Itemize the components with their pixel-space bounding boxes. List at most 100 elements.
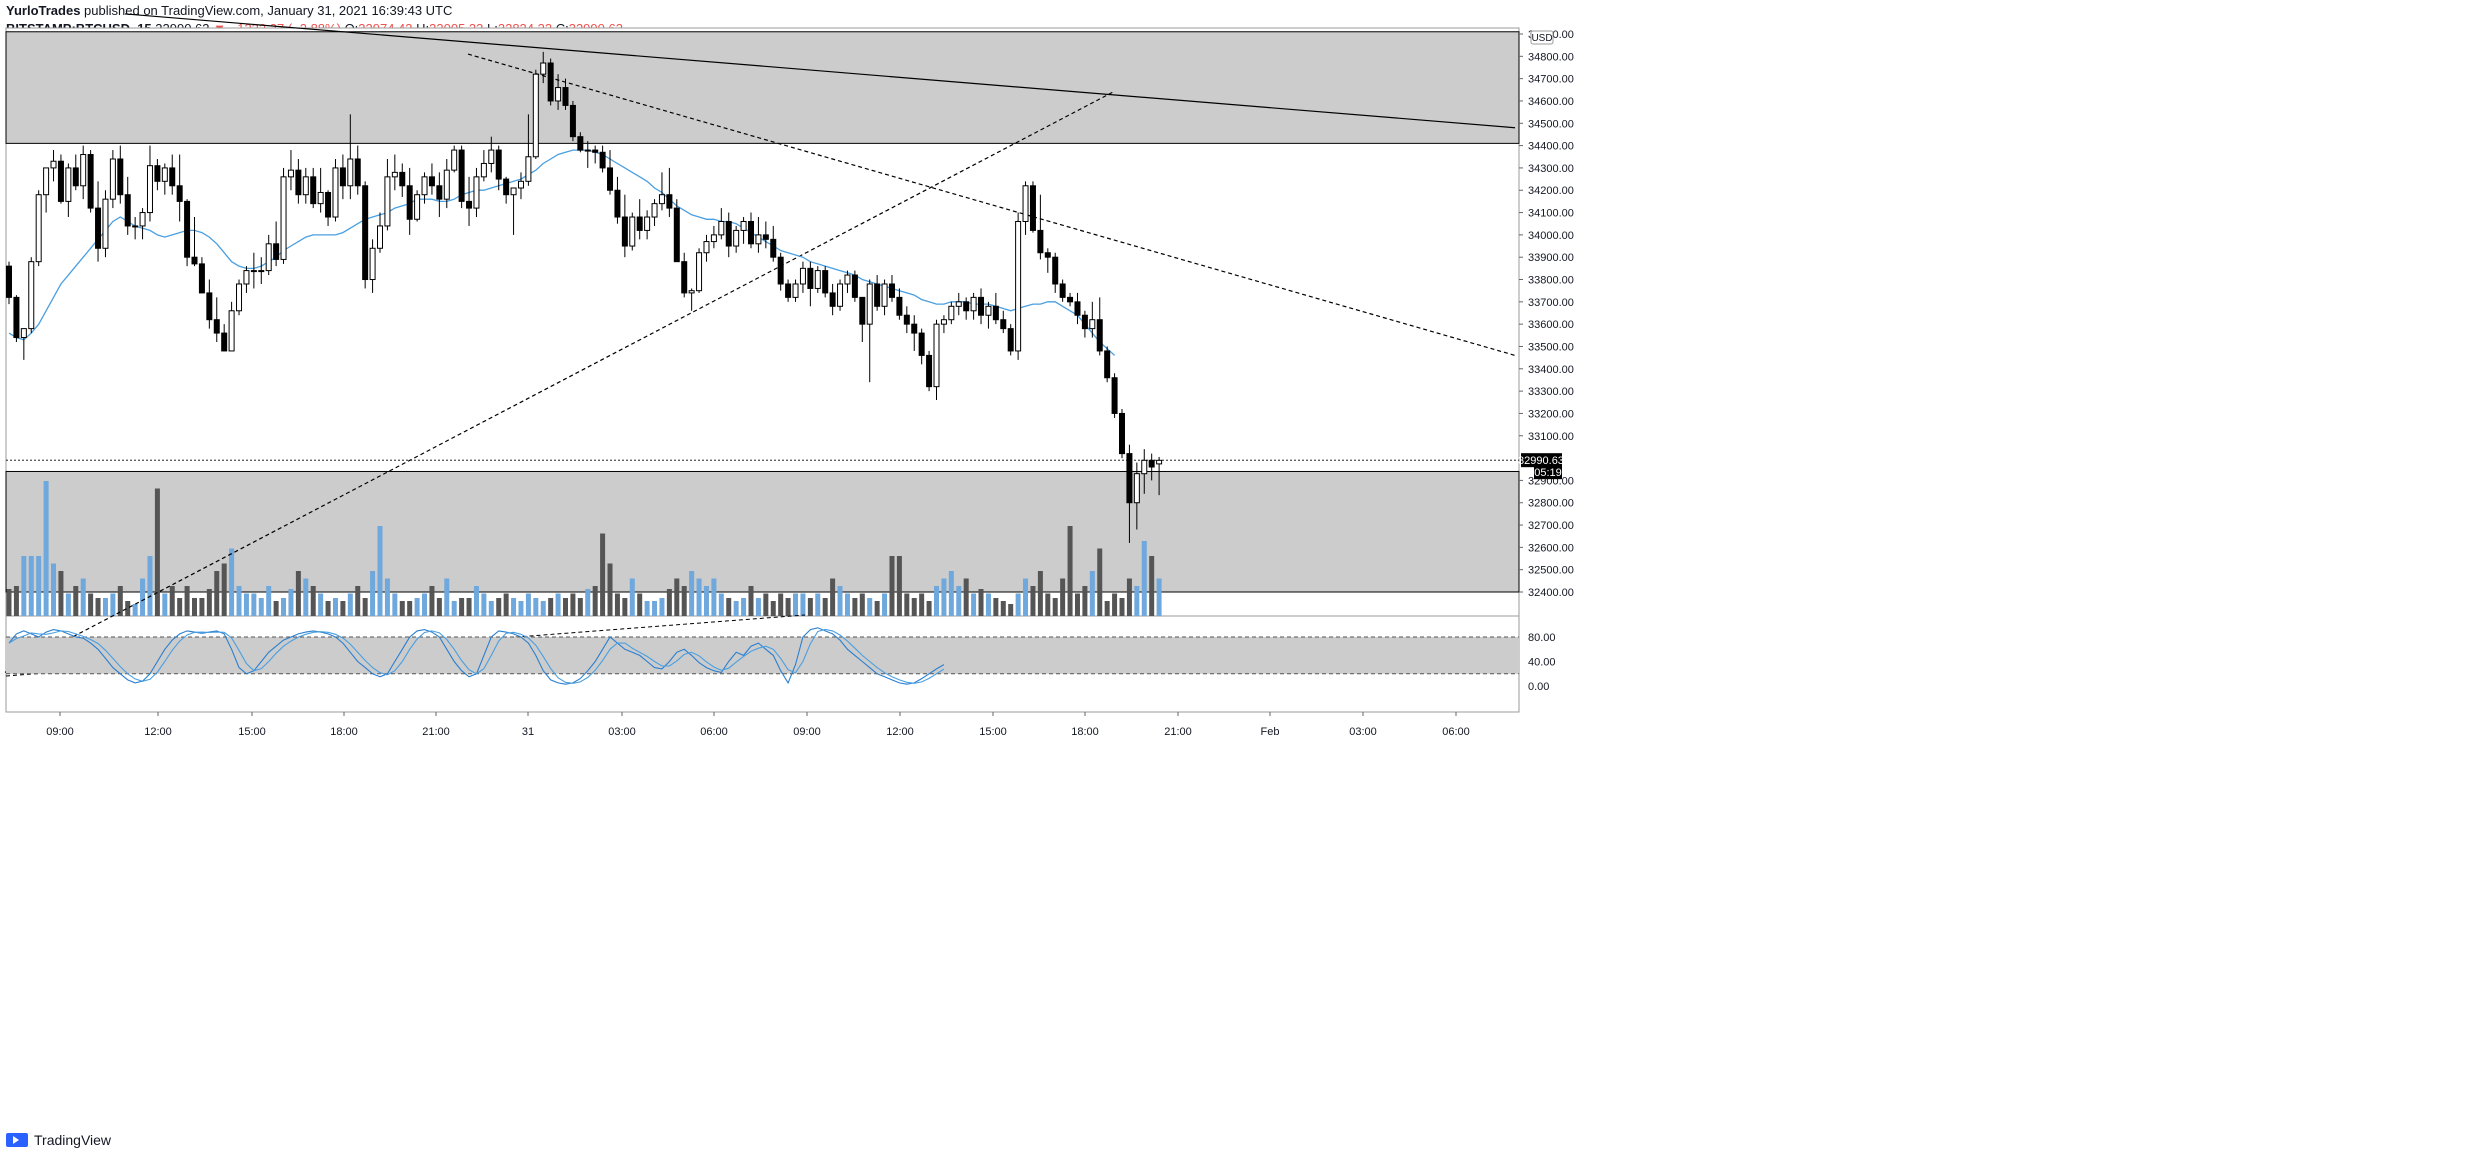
candle-body [940,319,947,325]
volume-bar [162,593,168,616]
candle-body [525,156,532,182]
stoch-d-line [8,628,945,684]
candle-body [814,270,821,289]
candle-body [1029,185,1036,231]
volume-bar [822,598,828,616]
trendline-dashed [4,91,1114,673]
brand-name[interactable]: TradingView [34,1132,112,1148]
candle-body [35,194,42,263]
volume-bar [807,598,813,616]
volume-bar [36,556,42,616]
volume-bar [229,548,235,616]
volume-bar [303,578,309,616]
volume-bar [273,601,279,616]
volume-bar [867,598,873,616]
volume-bar [874,601,880,616]
candle-body [1052,256,1059,285]
volume-bar [770,601,776,616]
candle-body [384,176,391,227]
volume-bar [1134,586,1140,616]
volume-bar [763,593,769,616]
currency-box [1530,30,1554,45]
candle-body [354,158,361,187]
candle-body [95,207,102,249]
volume-bar [755,598,761,616]
candle-body [265,243,272,272]
time-tick-label: 06:00 [700,726,728,738]
candle-body [1141,459,1148,475]
zone-resistance [5,31,1520,144]
volume-bar [95,598,101,616]
candle-body [651,203,658,218]
volume-bar [355,586,361,616]
candle-body [985,305,992,316]
candle-body [466,200,473,209]
candle-body [770,238,777,258]
price-tick-label: 32600.00 [1528,542,1574,554]
candle-body [169,167,176,187]
time-tick-label: 03:00 [608,726,636,738]
candle-body [517,180,524,189]
time-tick-label: 31 [522,726,534,738]
candle-body [866,283,873,325]
volume-bar [332,598,338,616]
candle-body [755,234,762,245]
volume-bar [377,526,383,616]
candle-body [636,216,643,231]
candle-body [117,158,124,196]
candle-body [295,169,302,196]
candle-body [428,176,435,187]
candle-body [658,194,665,205]
currency-label: USD [1531,33,1552,44]
zone-support [5,470,1520,593]
candle-body [666,194,673,209]
volume-bar [518,601,524,616]
candle-body [911,323,918,334]
tradingview-logo-icon[interactable] [6,1133,28,1147]
price-tick-label: 34300.00 [1528,163,1574,175]
candle-body [443,169,450,200]
volume-bar [793,593,799,616]
volume-bar [1156,578,1162,616]
volume-bar [956,586,962,616]
volume-bar [785,598,791,616]
volume-bar [919,593,925,616]
time-tick-label: Feb [1261,726,1280,738]
volume-bar [422,593,428,616]
candle-body [228,310,235,352]
candle-body [421,176,428,196]
last-price-tag-text: 32990.63 [1518,455,1564,467]
axes: 34900.0034800.0034700.0034600.0034500.00… [46,29,1574,738]
time-tick-label: 18:00 [330,726,358,738]
author-name[interactable]: YurloTrades [6,3,81,18]
candle-body [406,185,413,220]
price-tick-label: 34600.00 [1528,96,1574,108]
time-tick-label: 09:00 [46,726,74,738]
volume-bar [384,578,390,616]
volume-bar [466,598,472,616]
candle-body [599,151,606,169]
candle-body [948,305,955,321]
candle-body [1044,252,1051,258]
moving-average [8,149,1116,356]
volume-bar [629,578,635,616]
volume-bar [652,601,658,616]
volume-bar [310,586,316,616]
candle-body [1133,473,1140,504]
volume-bar [726,598,732,616]
volume-bar [570,593,576,616]
candle-body [480,162,487,178]
volume-bar [911,598,917,616]
volume-bar [837,586,843,616]
volume-bar [941,578,947,616]
countdown-text: 05:19 [1534,467,1562,479]
volume-bar [971,593,977,616]
candle-body [310,176,317,205]
volume-bar [703,586,709,616]
volume-bar [1060,578,1066,616]
volume-bar [414,598,420,616]
candle-body [681,261,688,294]
candle-body [688,290,695,294]
volume-bar [711,578,717,616]
